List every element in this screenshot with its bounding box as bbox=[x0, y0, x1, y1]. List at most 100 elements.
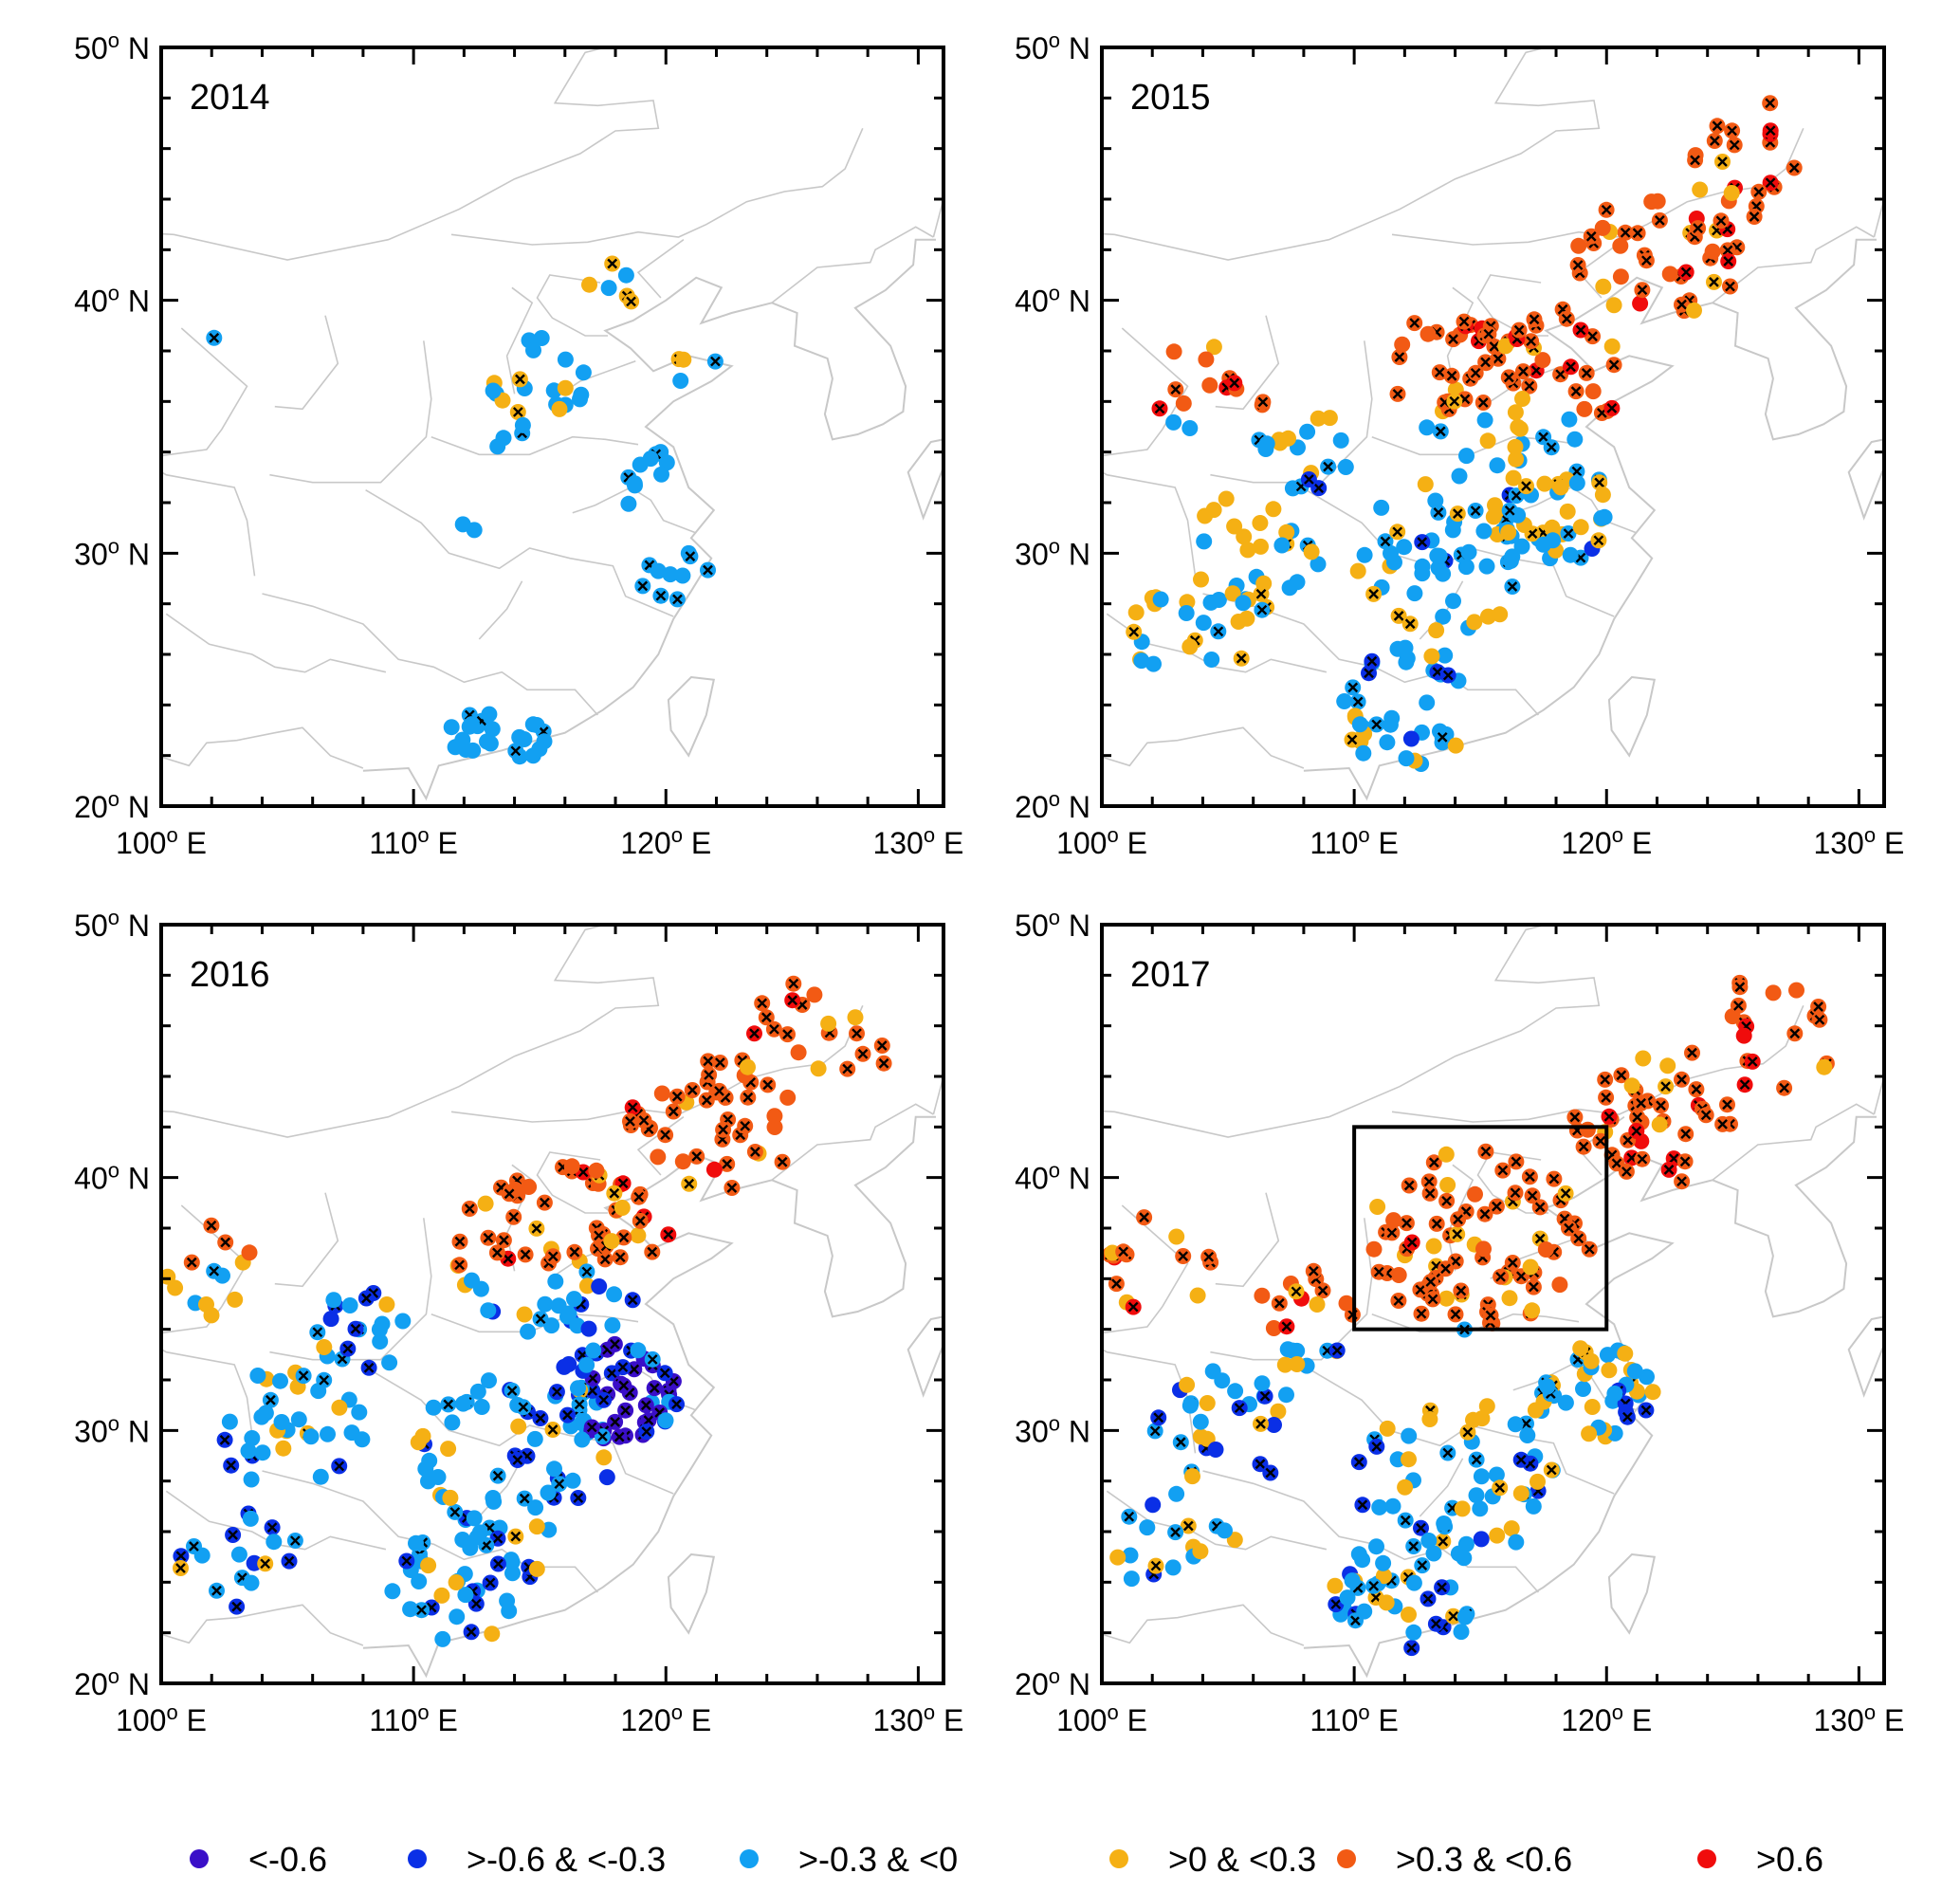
significance-cross bbox=[1392, 389, 1403, 399]
station-dot bbox=[617, 266, 634, 284]
significance-cross bbox=[1585, 230, 1597, 242]
station-dot bbox=[1447, 737, 1464, 754]
significance-cross bbox=[1676, 1176, 1687, 1187]
station-dot bbox=[371, 1321, 388, 1338]
panel-frame bbox=[1100, 46, 1886, 808]
province-border bbox=[478, 580, 523, 640]
significance-cross bbox=[499, 1235, 509, 1246]
significance-cross bbox=[1518, 366, 1529, 377]
significance-cross bbox=[1691, 1084, 1702, 1094]
station-dot bbox=[1339, 1589, 1356, 1607]
province-border bbox=[1873, 193, 1884, 238]
station-dot bbox=[674, 1153, 691, 1170]
legend-swatch bbox=[190, 1849, 209, 1868]
province-border bbox=[536, 274, 608, 337]
significance-cross bbox=[1722, 245, 1733, 256]
tick-label: 40o N bbox=[74, 1158, 150, 1196]
station-dot bbox=[1355, 744, 1372, 762]
station-dot bbox=[527, 1499, 544, 1516]
significance-cross bbox=[1170, 384, 1181, 395]
station-dot bbox=[1379, 1420, 1396, 1437]
station-dot bbox=[411, 1573, 428, 1589]
significance-cross bbox=[531, 1223, 542, 1234]
station-dot bbox=[1289, 1356, 1306, 1372]
station-dot bbox=[1254, 1287, 1271, 1304]
province-border bbox=[262, 1470, 598, 1593]
significance-cross bbox=[219, 1435, 230, 1445]
significance-cross bbox=[1450, 1256, 1461, 1267]
significance-cross bbox=[290, 1535, 301, 1546]
tick-label: 100o E bbox=[116, 823, 207, 861]
korea-coastline bbox=[1712, 238, 1877, 441]
station-dot bbox=[325, 1292, 342, 1309]
station-dot bbox=[580, 1320, 597, 1337]
significance-cross bbox=[1357, 1499, 1368, 1511]
significance-cross bbox=[503, 1253, 514, 1264]
significance-cross bbox=[1578, 1141, 1589, 1152]
station-dot bbox=[810, 1060, 827, 1077]
station-dot bbox=[480, 1302, 497, 1319]
significance-cross bbox=[1394, 352, 1405, 362]
significance-cross bbox=[599, 1254, 611, 1265]
station-dot bbox=[372, 1333, 389, 1350]
station-dot bbox=[1419, 694, 1436, 711]
province-border bbox=[636, 239, 685, 299]
significance-cross bbox=[512, 407, 523, 417]
station-dot bbox=[585, 1342, 602, 1359]
significance-cross bbox=[587, 1372, 598, 1384]
station-dot bbox=[1513, 538, 1530, 555]
station-dot bbox=[1603, 338, 1621, 355]
tick-label: 20o N bbox=[1015, 787, 1090, 825]
station-dot bbox=[537, 1295, 554, 1313]
significance-cross bbox=[787, 995, 798, 1006]
station-dot bbox=[1475, 523, 1493, 540]
significance-cross bbox=[1641, 255, 1652, 266]
station-dot bbox=[1605, 297, 1622, 314]
significance-cross bbox=[1350, 1615, 1361, 1626]
station-dot bbox=[630, 1227, 647, 1244]
significance-cross bbox=[629, 1364, 640, 1375]
tick-label: 20o N bbox=[74, 787, 150, 825]
significance-cross bbox=[1521, 1418, 1531, 1429]
station-dot bbox=[351, 1404, 368, 1421]
province-border bbox=[1419, 1458, 1464, 1517]
station-dot bbox=[448, 1574, 465, 1590]
station-dot bbox=[230, 1546, 247, 1563]
station-dot bbox=[275, 1440, 292, 1457]
station-dot bbox=[570, 1380, 586, 1397]
significance-cross bbox=[1513, 324, 1525, 336]
station-dot bbox=[1193, 571, 1209, 588]
significance-cross bbox=[1409, 318, 1420, 328]
significance-cross bbox=[607, 258, 618, 269]
significance-cross bbox=[852, 1028, 862, 1039]
station-dot bbox=[1321, 410, 1338, 427]
station-dot bbox=[1207, 1442, 1224, 1458]
significance-cross bbox=[1676, 1075, 1687, 1085]
significance-cross bbox=[1723, 256, 1734, 266]
station-dot bbox=[1479, 608, 1496, 625]
significance-cross bbox=[769, 1023, 779, 1035]
province-border bbox=[771, 1103, 934, 1181]
significance-cross bbox=[1511, 1156, 1522, 1167]
station-dot bbox=[578, 1356, 595, 1373]
significance-cross bbox=[1178, 1251, 1189, 1261]
japan-outline bbox=[1847, 438, 1884, 521]
significance-cross bbox=[1594, 477, 1605, 488]
significance-cross bbox=[540, 1197, 550, 1208]
province-border bbox=[1102, 726, 1305, 769]
station-dot bbox=[657, 1412, 674, 1429]
significance-cross bbox=[1175, 1437, 1186, 1448]
significance-cross bbox=[1712, 120, 1723, 132]
province-border bbox=[161, 1348, 256, 1454]
station-dot bbox=[394, 1313, 412, 1330]
province-border bbox=[1102, 1348, 1197, 1454]
station-dot bbox=[1429, 547, 1446, 564]
station-dot bbox=[243, 1574, 260, 1591]
significance-cross bbox=[1709, 136, 1720, 146]
province-border bbox=[1102, 1604, 1305, 1646]
station-dot bbox=[1239, 542, 1256, 559]
significance-cross bbox=[512, 1455, 523, 1465]
significance-cross bbox=[1403, 1180, 1415, 1191]
station-dot bbox=[1202, 594, 1219, 611]
significance-cross bbox=[1255, 1459, 1266, 1470]
